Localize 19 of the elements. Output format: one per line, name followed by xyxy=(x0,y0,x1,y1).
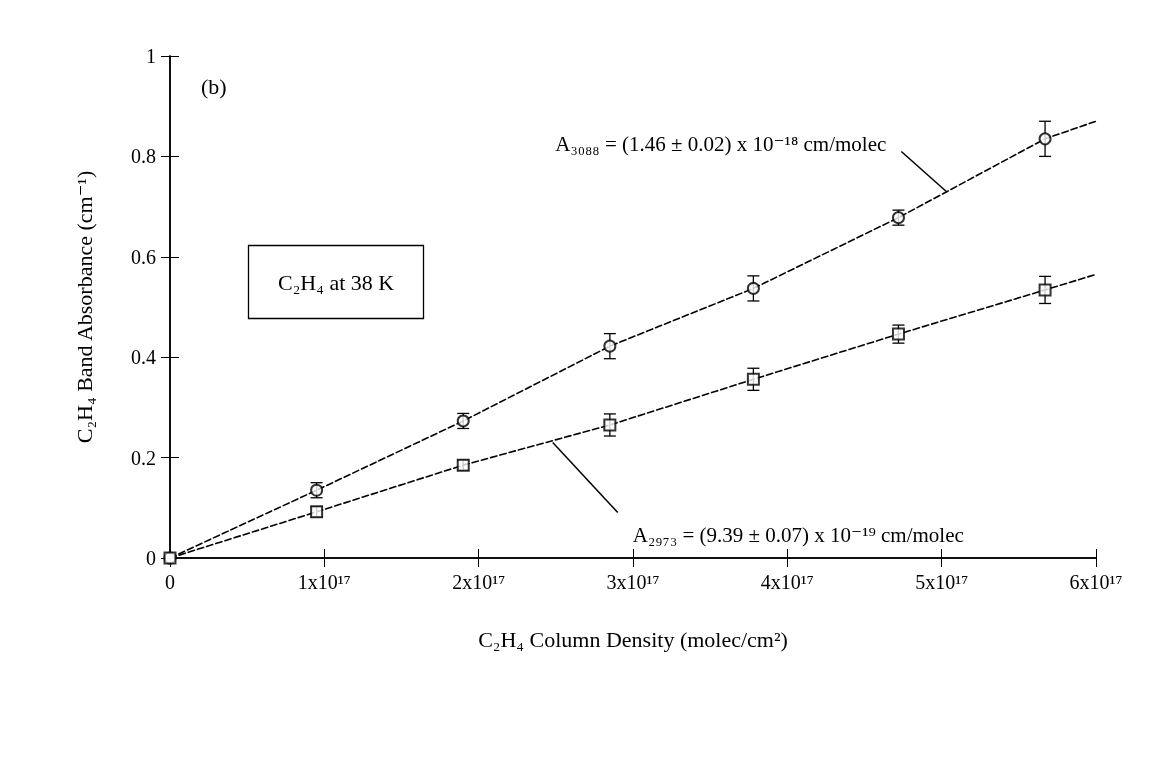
annotation: C₂H₄ at 38 K xyxy=(278,269,395,295)
x-tick-label: 6x10¹⁷ xyxy=(1069,571,1123,593)
x-tick-label: 5x10¹⁷ xyxy=(915,571,969,593)
annotation: A₃₀₈₈ = (1.46 ± 0.02) x 10⁻¹⁸ cm/molec xyxy=(555,131,887,156)
x-tick-label: 2x10¹⁷ xyxy=(452,571,506,593)
y-tick-label: 0.6 xyxy=(131,245,156,268)
x-axis-title: C₂H₄ Column Density (molec/cm²) xyxy=(478,626,788,652)
x-tick-label: 0 xyxy=(165,571,175,593)
y-tick-label: 0.8 xyxy=(131,145,156,168)
annotation: A₂₉₇₃ = (9.39 ± 0.07) x 10⁻¹⁹ cm/molec xyxy=(632,522,964,547)
y-tick-label: 0.4 xyxy=(131,346,156,369)
x-tick-label: 3x10¹⁷ xyxy=(606,571,660,593)
y-tick-label: 0 xyxy=(146,547,156,569)
annotation: (b) xyxy=(201,73,227,99)
y-axis-title: C₂H₄ Band Absorbance (cm⁻¹) xyxy=(71,170,97,444)
y-tick-label: 1 xyxy=(146,45,156,67)
x-tick-label: 4x10¹⁷ xyxy=(760,571,814,593)
x-tick-label: 1x10¹⁷ xyxy=(297,571,351,593)
y-tick-label: 0.2 xyxy=(131,446,156,469)
